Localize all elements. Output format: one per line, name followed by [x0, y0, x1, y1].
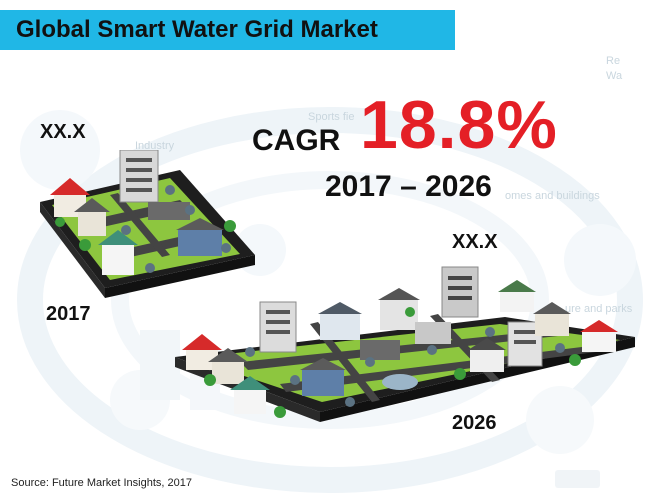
forecast-period: 2017 – 2026: [325, 170, 492, 203]
bg-label-wa: Wa: [606, 70, 623, 82]
source-note: Source: Future Market Insights, 2017: [11, 477, 192, 489]
value-label-2017: XX.X: [40, 121, 86, 143]
year-label-2026: 2026: [452, 412, 497, 434]
year-label-2017: 2017: [46, 303, 91, 325]
bg-label-parks: ure and parks: [565, 303, 633, 315]
city-2026: [175, 266, 635, 422]
bg-label-industry: Industry: [135, 140, 175, 152]
cagr-label: CAGR: [252, 124, 341, 157]
city-2017: [40, 150, 255, 298]
bg-label-homes: omes and buildings: [505, 190, 600, 202]
bg-label-sports: Sports fie: [308, 111, 355, 123]
title-bar: Global Smart Water Grid Market: [0, 10, 455, 50]
value-label-2026: XX.X: [452, 231, 498, 253]
cagr-value: 18.8%: [360, 87, 558, 163]
chart-title: Global Smart Water Grid Market: [16, 16, 378, 43]
bg-label-re: Re: [606, 55, 621, 67]
